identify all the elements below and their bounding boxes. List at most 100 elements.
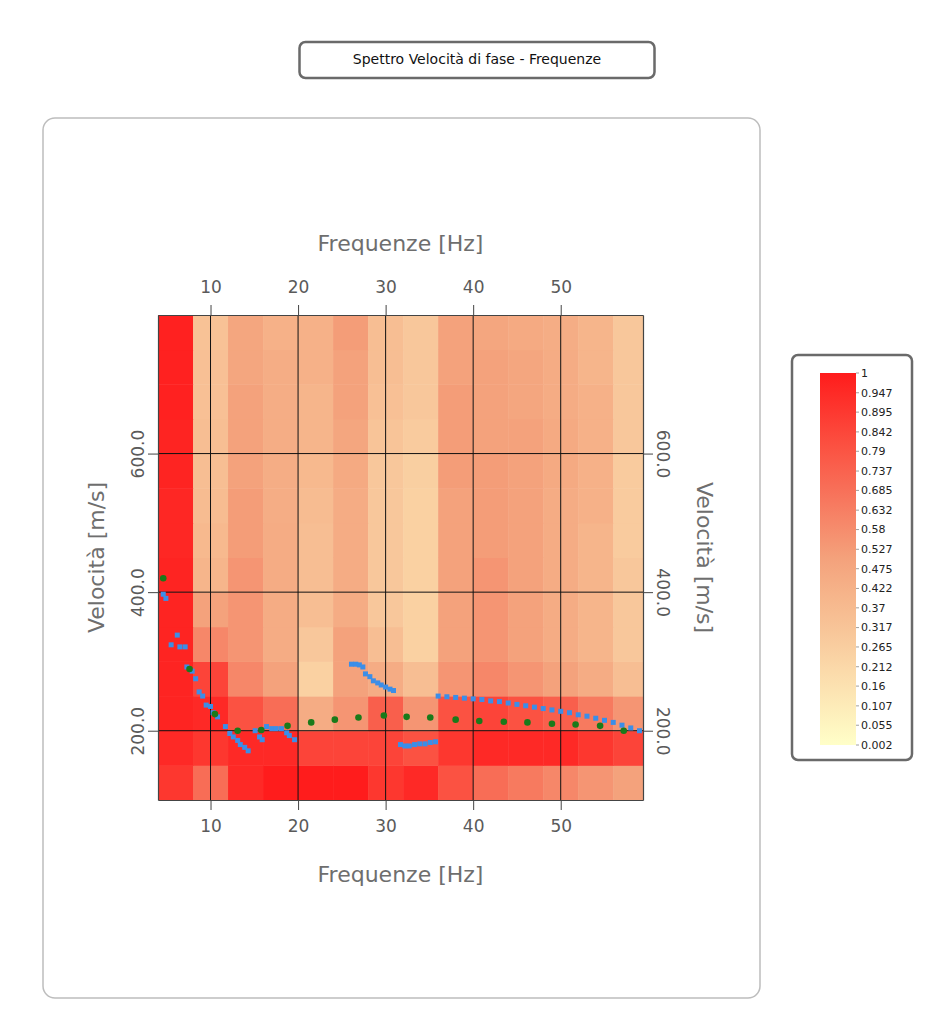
- heatmap-cell: [298, 315, 334, 350]
- heatmap-cell: [613, 765, 643, 800]
- point: [183, 644, 188, 649]
- heatmap-cell: [613, 558, 643, 593]
- colorbar-label: 0.212: [861, 661, 893, 674]
- point: [279, 726, 284, 731]
- heatmap-cell: [333, 696, 369, 731]
- tick-label: 40: [463, 277, 485, 297]
- heatmap-cell: [228, 661, 264, 696]
- tick-mark: [298, 800, 299, 810]
- colorbar: 10.9470.8950.8420.790.7370.6850.6320.580…: [792, 355, 912, 760]
- colorbar-tick: [856, 412, 859, 413]
- heatmap-cell: [333, 731, 369, 766]
- point: [391, 688, 396, 693]
- point: [497, 699, 502, 704]
- heatmap-cell: [263, 696, 299, 731]
- heatmap-cell: [263, 454, 299, 489]
- y-axis-title-left: Velocità [m/s]: [84, 482, 109, 633]
- series-1: [160, 575, 627, 734]
- point: [246, 748, 251, 753]
- heatmap-cell: [578, 558, 614, 593]
- heatmap-cell: [438, 419, 474, 454]
- colorbar-tick: [856, 705, 859, 706]
- heatmap-cell: [333, 592, 369, 627]
- heatmap-cell: [228, 419, 264, 454]
- heatmap-cell: [158, 350, 194, 385]
- heatmap-cells: [158, 315, 643, 800]
- title-frame: [300, 42, 655, 78]
- point: [193, 676, 198, 681]
- heatmap-cell: [473, 350, 509, 385]
- heatmap-cell: [228, 350, 264, 385]
- heatmap-cell: [298, 419, 334, 454]
- tick-mark: [473, 800, 474, 810]
- axis-line: [159, 315, 644, 316]
- heatmap-cell: [228, 384, 264, 419]
- tick-label: 400.0: [128, 568, 148, 617]
- colorbar-label: 0.475: [861, 563, 893, 576]
- heatmap-cell: [333, 384, 369, 419]
- point: [611, 720, 616, 725]
- heatmap-cell: [438, 488, 474, 523]
- heatmap-cell: [298, 627, 334, 662]
- grid-line-x: [560, 315, 561, 800]
- heatmap-cell: [403, 454, 439, 489]
- point: [223, 724, 228, 729]
- heatmap-cell: [228, 488, 264, 523]
- heatmap-cell: [158, 419, 194, 454]
- heatmap-cell: [333, 419, 369, 454]
- tick-label: 600.0: [128, 430, 148, 479]
- point: [558, 709, 563, 714]
- heatmap-cell: [228, 454, 264, 489]
- tick: 50: [550, 277, 572, 315]
- colorbar-label: 0.527: [861, 543, 893, 556]
- point: [488, 698, 493, 703]
- heatmap-cell: [403, 627, 439, 662]
- heatmap-cell: [158, 488, 194, 523]
- heatmap-cell: [508, 454, 544, 489]
- tick-mark: [643, 592, 653, 593]
- heatmap-cell: [403, 523, 439, 558]
- colorbar-label: 0.265: [861, 641, 893, 654]
- colorbar-tick: [856, 666, 859, 667]
- point: [371, 678, 376, 683]
- colorbar-tick: [856, 471, 859, 472]
- point: [436, 694, 441, 699]
- point: [212, 711, 219, 718]
- point: [532, 705, 537, 710]
- heatmap-cell: [228, 523, 264, 558]
- heatmap-cell: [438, 384, 474, 419]
- point: [355, 714, 362, 721]
- colorbar-tick: [856, 373, 859, 374]
- point: [332, 716, 339, 723]
- point: [433, 739, 438, 744]
- point: [264, 724, 269, 729]
- grid-line-x: [298, 315, 299, 800]
- colorbar-label: 0.002: [861, 739, 893, 752]
- heatmap-cell: [263, 627, 299, 662]
- colorbar-tick: [856, 646, 859, 647]
- heatmap-cell: [613, 488, 643, 523]
- y-axis-title-right: Velocità [m/s]: [692, 482, 717, 633]
- point: [427, 714, 434, 721]
- heatmap-cell: [438, 696, 474, 731]
- grid-line-x: [473, 315, 474, 800]
- colorbar-label: 0.947: [861, 387, 893, 400]
- point: [260, 737, 265, 742]
- heatmap-cell: [473, 419, 509, 454]
- point: [567, 710, 572, 715]
- heatmap-cell: [298, 661, 334, 696]
- heatmap-cell: [613, 592, 643, 627]
- point: [637, 728, 642, 733]
- heatmap-cell: [228, 627, 264, 662]
- colorbar-tick: [856, 686, 859, 687]
- point: [274, 726, 279, 731]
- heatmap-cell: [578, 454, 614, 489]
- point: [541, 706, 546, 711]
- x-axis-title-top: Frequenze [Hz]: [318, 231, 484, 256]
- heatmap-cell: [473, 661, 509, 696]
- point: [287, 733, 292, 738]
- colorbar-label: 0.107: [861, 700, 893, 713]
- heatmap-cell: [578, 523, 614, 558]
- heatmap-cell: [578, 661, 614, 696]
- tick-label: 400.0: [653, 568, 673, 617]
